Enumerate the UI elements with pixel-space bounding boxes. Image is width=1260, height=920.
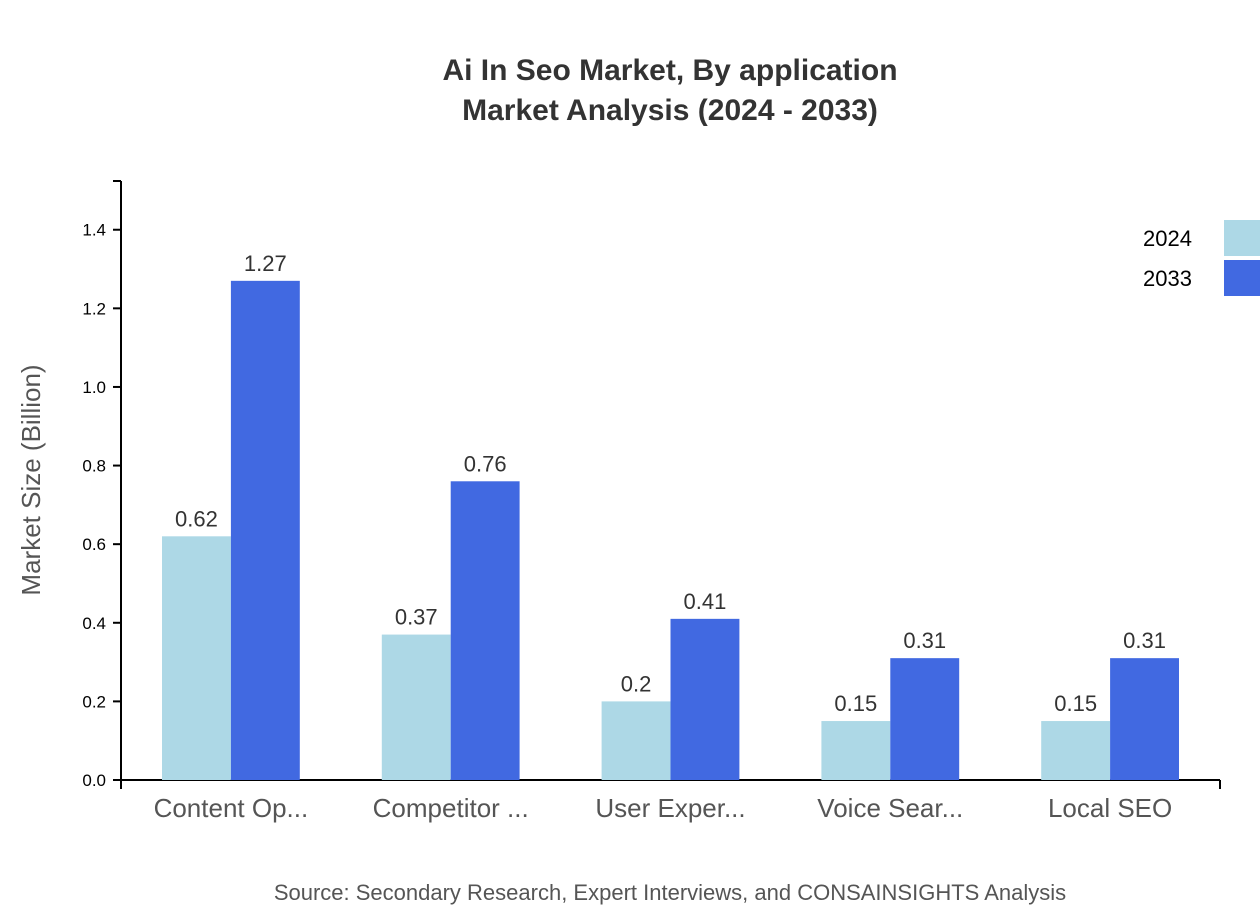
data-label: 0.15 [1054,691,1097,716]
y-tick-label: 0.0 [82,771,106,790]
bar-2024 [601,701,671,780]
data-label: 0.15 [834,691,877,716]
bar-2033 [670,618,740,780]
x-tick-label: User Exper... [595,793,745,823]
legend-label: 2024 [1143,226,1192,251]
y-tick-label: 1.2 [82,299,106,318]
bar-2024 [821,721,891,780]
data-label: 0.2 [621,671,652,696]
data-label: 0.41 [684,589,727,614]
chart-title: Ai In Seo Market, By application [442,54,897,87]
bar-2024 [162,536,231,780]
bar-2024 [1041,721,1111,780]
y-tick-label: 0.2 [82,692,106,711]
bar-2033 [450,481,520,780]
bar-2033 [230,280,300,780]
y-axis-label: Market Size (Billion) [16,364,46,595]
y-tick-label: 0.4 [82,614,106,633]
data-label: 0.37 [395,605,438,630]
legend-swatch-2024 [1224,220,1260,256]
data-label: 1.27 [244,251,287,276]
y-tick-label: 0.8 [82,457,106,476]
data-label: 0.76 [464,451,507,476]
y-tick-label: 0.6 [82,535,106,554]
legend-swatch-2033 [1224,260,1260,296]
data-label: 0.31 [1123,628,1166,653]
chart-subtitle: Market Analysis (2024 - 2033) [462,94,878,127]
x-tick-label: Local SEO [1048,793,1172,823]
x-tick-label: Content Op... [154,793,309,823]
data-label: 0.62 [175,506,218,531]
x-tick-label: Competitor ... [373,793,529,823]
y-tick-label: 1.0 [82,378,106,397]
legend-label: 2033 [1143,266,1192,291]
bar-2024 [381,634,451,780]
bar-2033 [890,658,960,780]
y-tick-label: 1.4 [82,221,106,240]
source-note: Source: Secondary Research, Expert Inter… [274,880,1066,905]
x-tick-label: Voice Sear... [817,793,963,823]
bar-2033 [1110,658,1179,780]
data-label: 0.31 [903,628,946,653]
